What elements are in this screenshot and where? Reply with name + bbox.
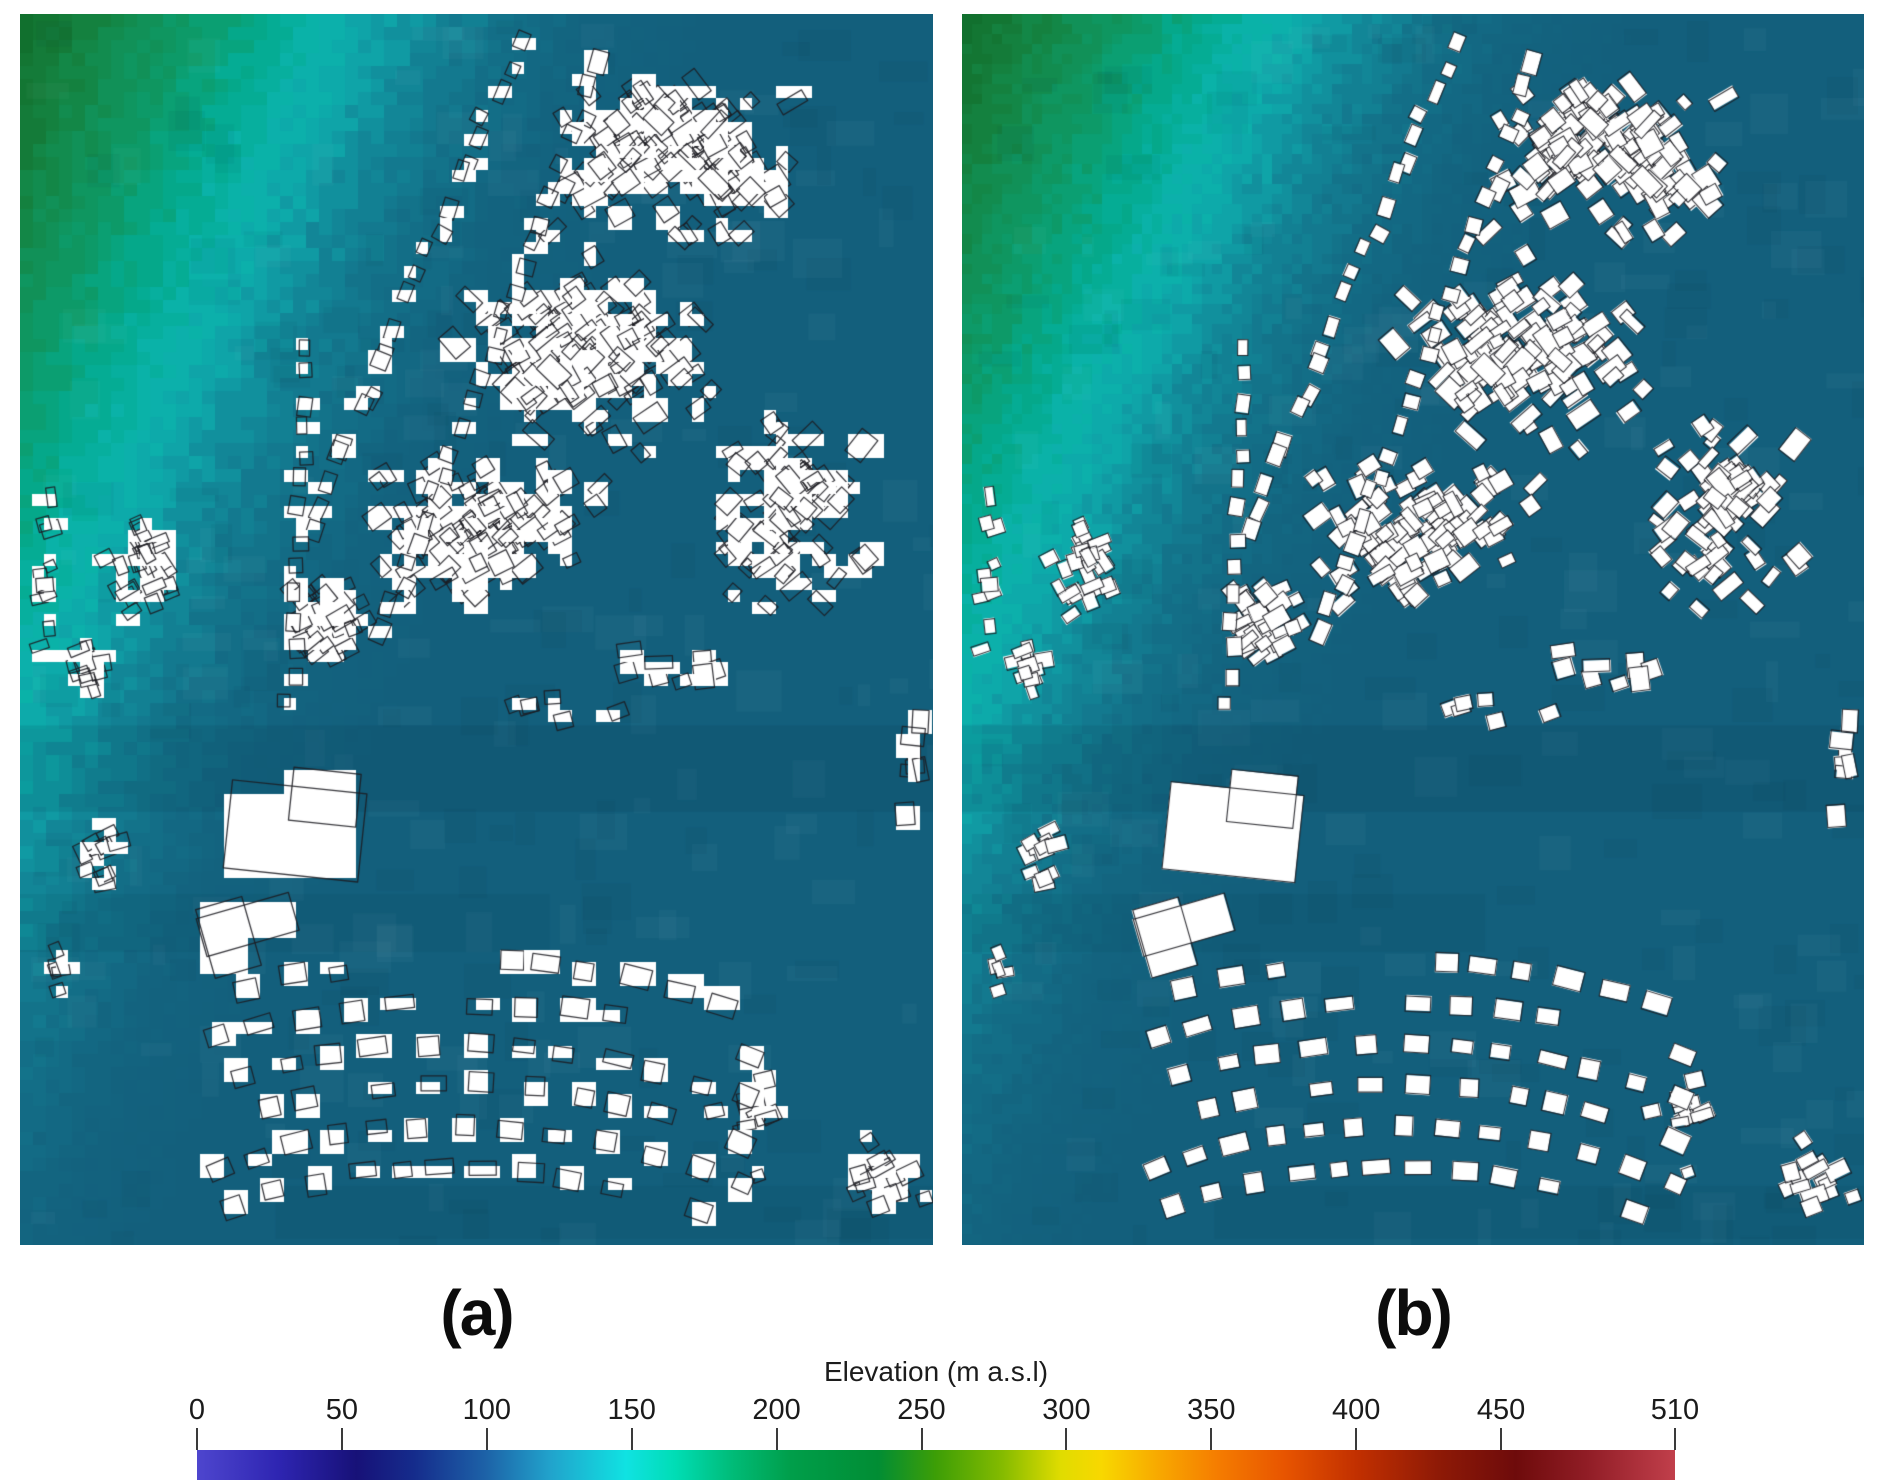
colorbar-tick [1500, 1428, 1503, 1450]
colorbar-gradient [197, 1450, 1675, 1480]
colorbar-tick [1355, 1428, 1358, 1450]
colorbar-tick [630, 1428, 633, 1450]
colorbar-tick-label: 200 [752, 1394, 801, 1426]
colorbar-tick-label: 450 [1476, 1394, 1526, 1426]
colorbar-tick-label: 300 [1042, 1394, 1091, 1426]
colorbar-tick-label: 510 [1650, 1394, 1700, 1426]
colorbar-tick-label: 250 [897, 1394, 946, 1426]
colorbar-tick [1065, 1428, 1068, 1450]
colorbar-tick-label: 50 [325, 1394, 359, 1426]
elevation-map-panel-b [962, 14, 1864, 1245]
panel-a-label: (a) [440, 1277, 514, 1349]
elevation-map-panel-a [20, 14, 933, 1245]
colorbar-tick-label: 100 [462, 1394, 511, 1426]
colorbar-tick [340, 1428, 343, 1450]
colorbar-tick [920, 1428, 923, 1450]
panel-b-label: (b) [1375, 1277, 1453, 1349]
colorbar-tick-label: 150 [607, 1394, 656, 1426]
colorbar-title: Elevation (m a.s.l) [823, 1356, 1049, 1387]
colorbar-tick [1210, 1428, 1213, 1450]
colorbar-tick [196, 1428, 198, 1450]
colorbar-tick-label: 350 [1187, 1394, 1236, 1426]
colorbar-tick-label: 0 [188, 1394, 206, 1426]
colorbar-tick [485, 1428, 488, 1450]
colorbar-tick [1674, 1428, 1676, 1450]
colorbar-tick [775, 1428, 778, 1450]
colorbar-tick-label: 400 [1332, 1394, 1381, 1426]
